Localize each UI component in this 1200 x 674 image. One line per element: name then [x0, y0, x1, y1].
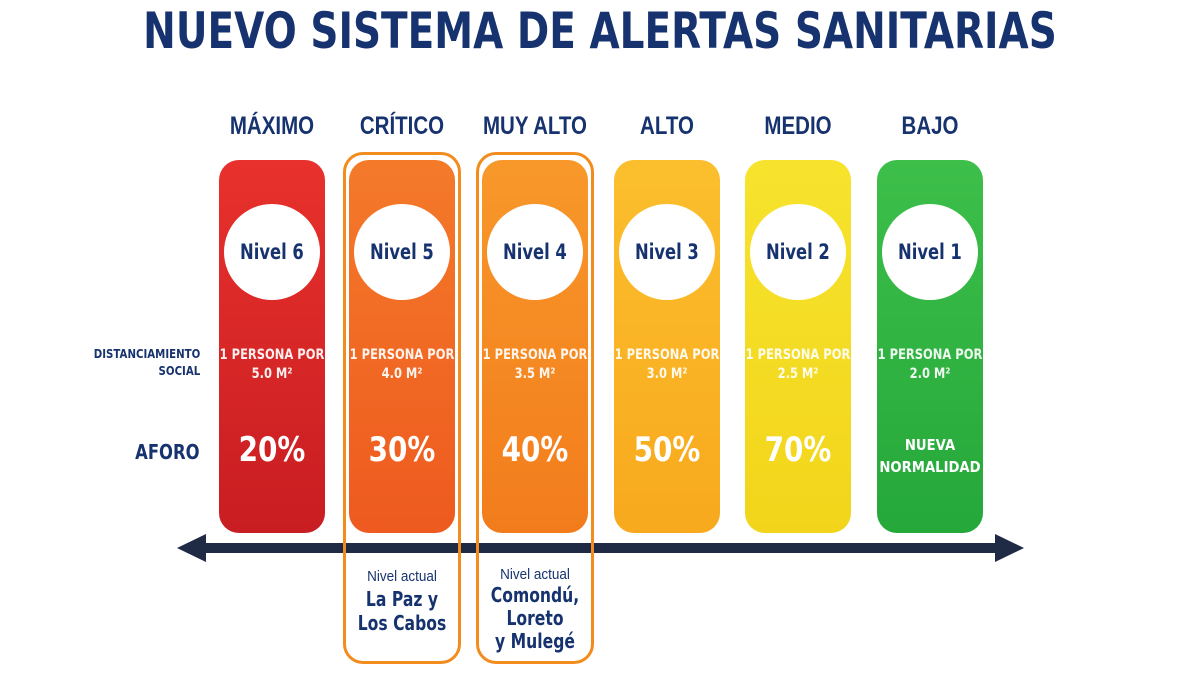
capacity-value: 20% — [238, 430, 306, 470]
distanciamiento-label-line1: DISTANCIAMIENTO — [93, 347, 200, 361]
distancing-line1: 1 PERSONA POR — [349, 347, 455, 363]
place-line: Loreto — [506, 606, 564, 630]
level-badge: Nivel 1 — [882, 204, 978, 300]
category-heading: MUY ALTO — [482, 112, 588, 140]
distancing-text: 1 PERSONA POR 3.0 M² — [614, 346, 721, 384]
category-heading: CRÍTICO — [359, 112, 445, 140]
axis-arrow-shaft — [204, 543, 998, 553]
level-badge: Nivel 3 — [619, 204, 715, 300]
current-level-outline — [343, 152, 461, 664]
current-level-outline — [476, 152, 594, 664]
level-badge: Nivel 4 — [487, 204, 583, 300]
level-badge-label: Nivel 1 — [898, 240, 962, 264]
distancing-text: 1 PERSONA POR 3.5 M² — [482, 346, 589, 384]
distancing-text: 1 PERSONA POR 5.0 M² — [219, 346, 326, 384]
distancing-line1: 1 PERSONA POR — [482, 347, 588, 363]
level-badge-label: Nivel 2 — [766, 240, 830, 264]
current-level-label: Nivel actual — [500, 566, 570, 583]
distancing-line2: 5.0 M² — [251, 366, 293, 382]
capacity-line1: NUEVA — [904, 436, 956, 454]
distancing-line1: 1 PERSONA POR — [219, 347, 325, 363]
aforo-label: AFORO — [135, 440, 200, 464]
distancing-line1: 1 PERSONA POR — [614, 347, 720, 363]
place-line: y Mulegé — [495, 629, 575, 653]
axis-arrow-left-head — [177, 534, 206, 562]
level-badge: Nivel 6 — [224, 204, 320, 300]
distancing-line1: 1 PERSONA POR — [745, 347, 851, 363]
distancing-text: 1 PERSONA POR 4.0 M² — [349, 346, 456, 384]
current-level-places: La Paz y Los Cabos — [351, 587, 452, 635]
category-heading: BAJO — [901, 112, 959, 140]
level-badge-label: Nivel 5 — [370, 240, 434, 264]
distancing-line2: 2.0 M² — [909, 366, 951, 382]
current-level-label: Nivel actual — [367, 568, 437, 585]
distancing-line2: 3.5 M² — [514, 366, 556, 382]
distancing-text: 1 PERSONA POR 2.0 M² — [877, 346, 984, 384]
distancing-line2: 2.5 M² — [777, 366, 819, 382]
distancing-line1: 1 PERSONA POR — [877, 347, 983, 363]
distancing-line2: 4.0 M² — [381, 366, 423, 382]
capacity-value: 40% — [501, 430, 569, 470]
capacity-value: 30% — [368, 430, 436, 470]
category-heading: ALTO — [640, 112, 694, 140]
page-title: NUEVO SISTEMA DE ALERTAS SANITARIAS — [143, 2, 1057, 60]
level-badge: Nivel 5 — [354, 204, 450, 300]
category-heading: MÁXIMO — [229, 112, 315, 140]
distancing-line2: 3.0 M² — [646, 366, 688, 382]
distanciamiento-label-line2: SOCIAL — [158, 364, 200, 378]
level-badge-label: Nivel 4 — [503, 240, 567, 264]
axis-arrow-right-head — [995, 534, 1024, 562]
axis-arrow — [177, 534, 1024, 562]
level-badge-label: Nivel 6 — [240, 240, 304, 264]
distanciamiento-label: DISTANCIAMIENTO SOCIAL — [94, 346, 200, 380]
place-line: Los Cabos — [357, 611, 447, 635]
level-badge-label: Nivel 3 — [635, 240, 699, 264]
capacity-value: 70% — [764, 430, 832, 470]
category-heading: MEDIO — [764, 112, 832, 140]
capacity-value: NUEVA NORMALIDAD — [873, 434, 987, 478]
place-line: Comondú, — [490, 583, 580, 607]
place-line: La Paz y — [365, 587, 439, 611]
capacity-line2: NORMALIDAD — [879, 458, 981, 476]
distancing-text: 1 PERSONA POR 2.5 M² — [745, 346, 852, 384]
capacity-value: 50% — [633, 430, 701, 470]
level-badge: Nivel 2 — [750, 204, 846, 300]
current-level-places: Comondú, Loreto y Mulegé — [484, 584, 585, 653]
